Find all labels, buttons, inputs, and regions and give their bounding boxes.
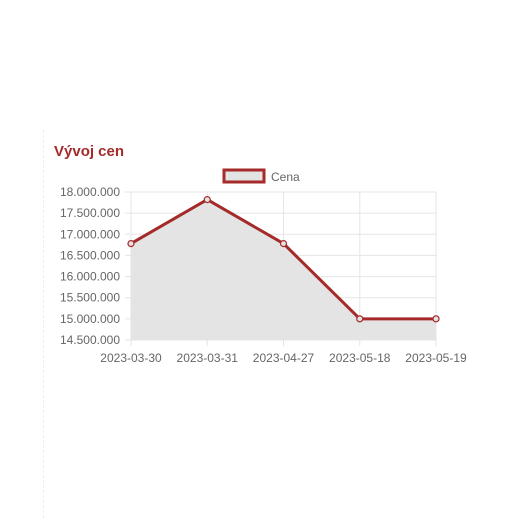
section-title: Vývoj cen bbox=[54, 143, 125, 160]
y-axis-ticks: 18.000.000 17.500.000 17.000.000 16.500.000… bbox=[60, 185, 120, 347]
legend-swatch-cena[interactable] bbox=[222, 168, 266, 184]
panel-border bbox=[43, 130, 44, 518]
data-point-2023-04-27[interactable] bbox=[279, 239, 288, 248]
y-tick-label: 16.000.000 bbox=[60, 270, 120, 284]
y-tick-label: 15.500.000 bbox=[60, 291, 120, 305]
data-point-2023-05-19[interactable] bbox=[432, 315, 440, 323]
y-tick-label: 17.500.000 bbox=[60, 206, 120, 220]
x-tick-label: 2023-04-27 bbox=[253, 351, 315, 365]
x-axis-ticks: 2023-03-30 2023-03-31 2023-04-27 2023-05-18… bbox=[100, 351, 467, 365]
series-points bbox=[127, 196, 440, 323]
legend-label-cena[interactable]: Cena bbox=[271, 170, 300, 184]
data-point-2023-03-31[interactable] bbox=[203, 196, 211, 204]
x-tick-label: 2023-03-31 bbox=[177, 351, 239, 365]
series-area-cena bbox=[131, 199, 436, 340]
y-tick-label: 15.000.000 bbox=[60, 312, 120, 326]
y-tick-label: 18.000.000 bbox=[60, 185, 120, 199]
data-point-2023-03-30[interactable] bbox=[127, 239, 135, 248]
y-tick-label: 17.000.000 bbox=[60, 227, 120, 241]
x-tick-label: 2023-05-18 bbox=[329, 351, 391, 365]
data-point-2023-05-18[interactable] bbox=[356, 315, 364, 323]
x-tick-label: 2023-05-19 bbox=[405, 351, 467, 365]
y-tick-label: 14.500.000 bbox=[60, 333, 120, 347]
legend[interactable]: Cena bbox=[222, 168, 300, 184]
x-tick-label: 2023-03-30 bbox=[100, 351, 162, 365]
y-tick-label: 16.500.000 bbox=[60, 248, 120, 262]
